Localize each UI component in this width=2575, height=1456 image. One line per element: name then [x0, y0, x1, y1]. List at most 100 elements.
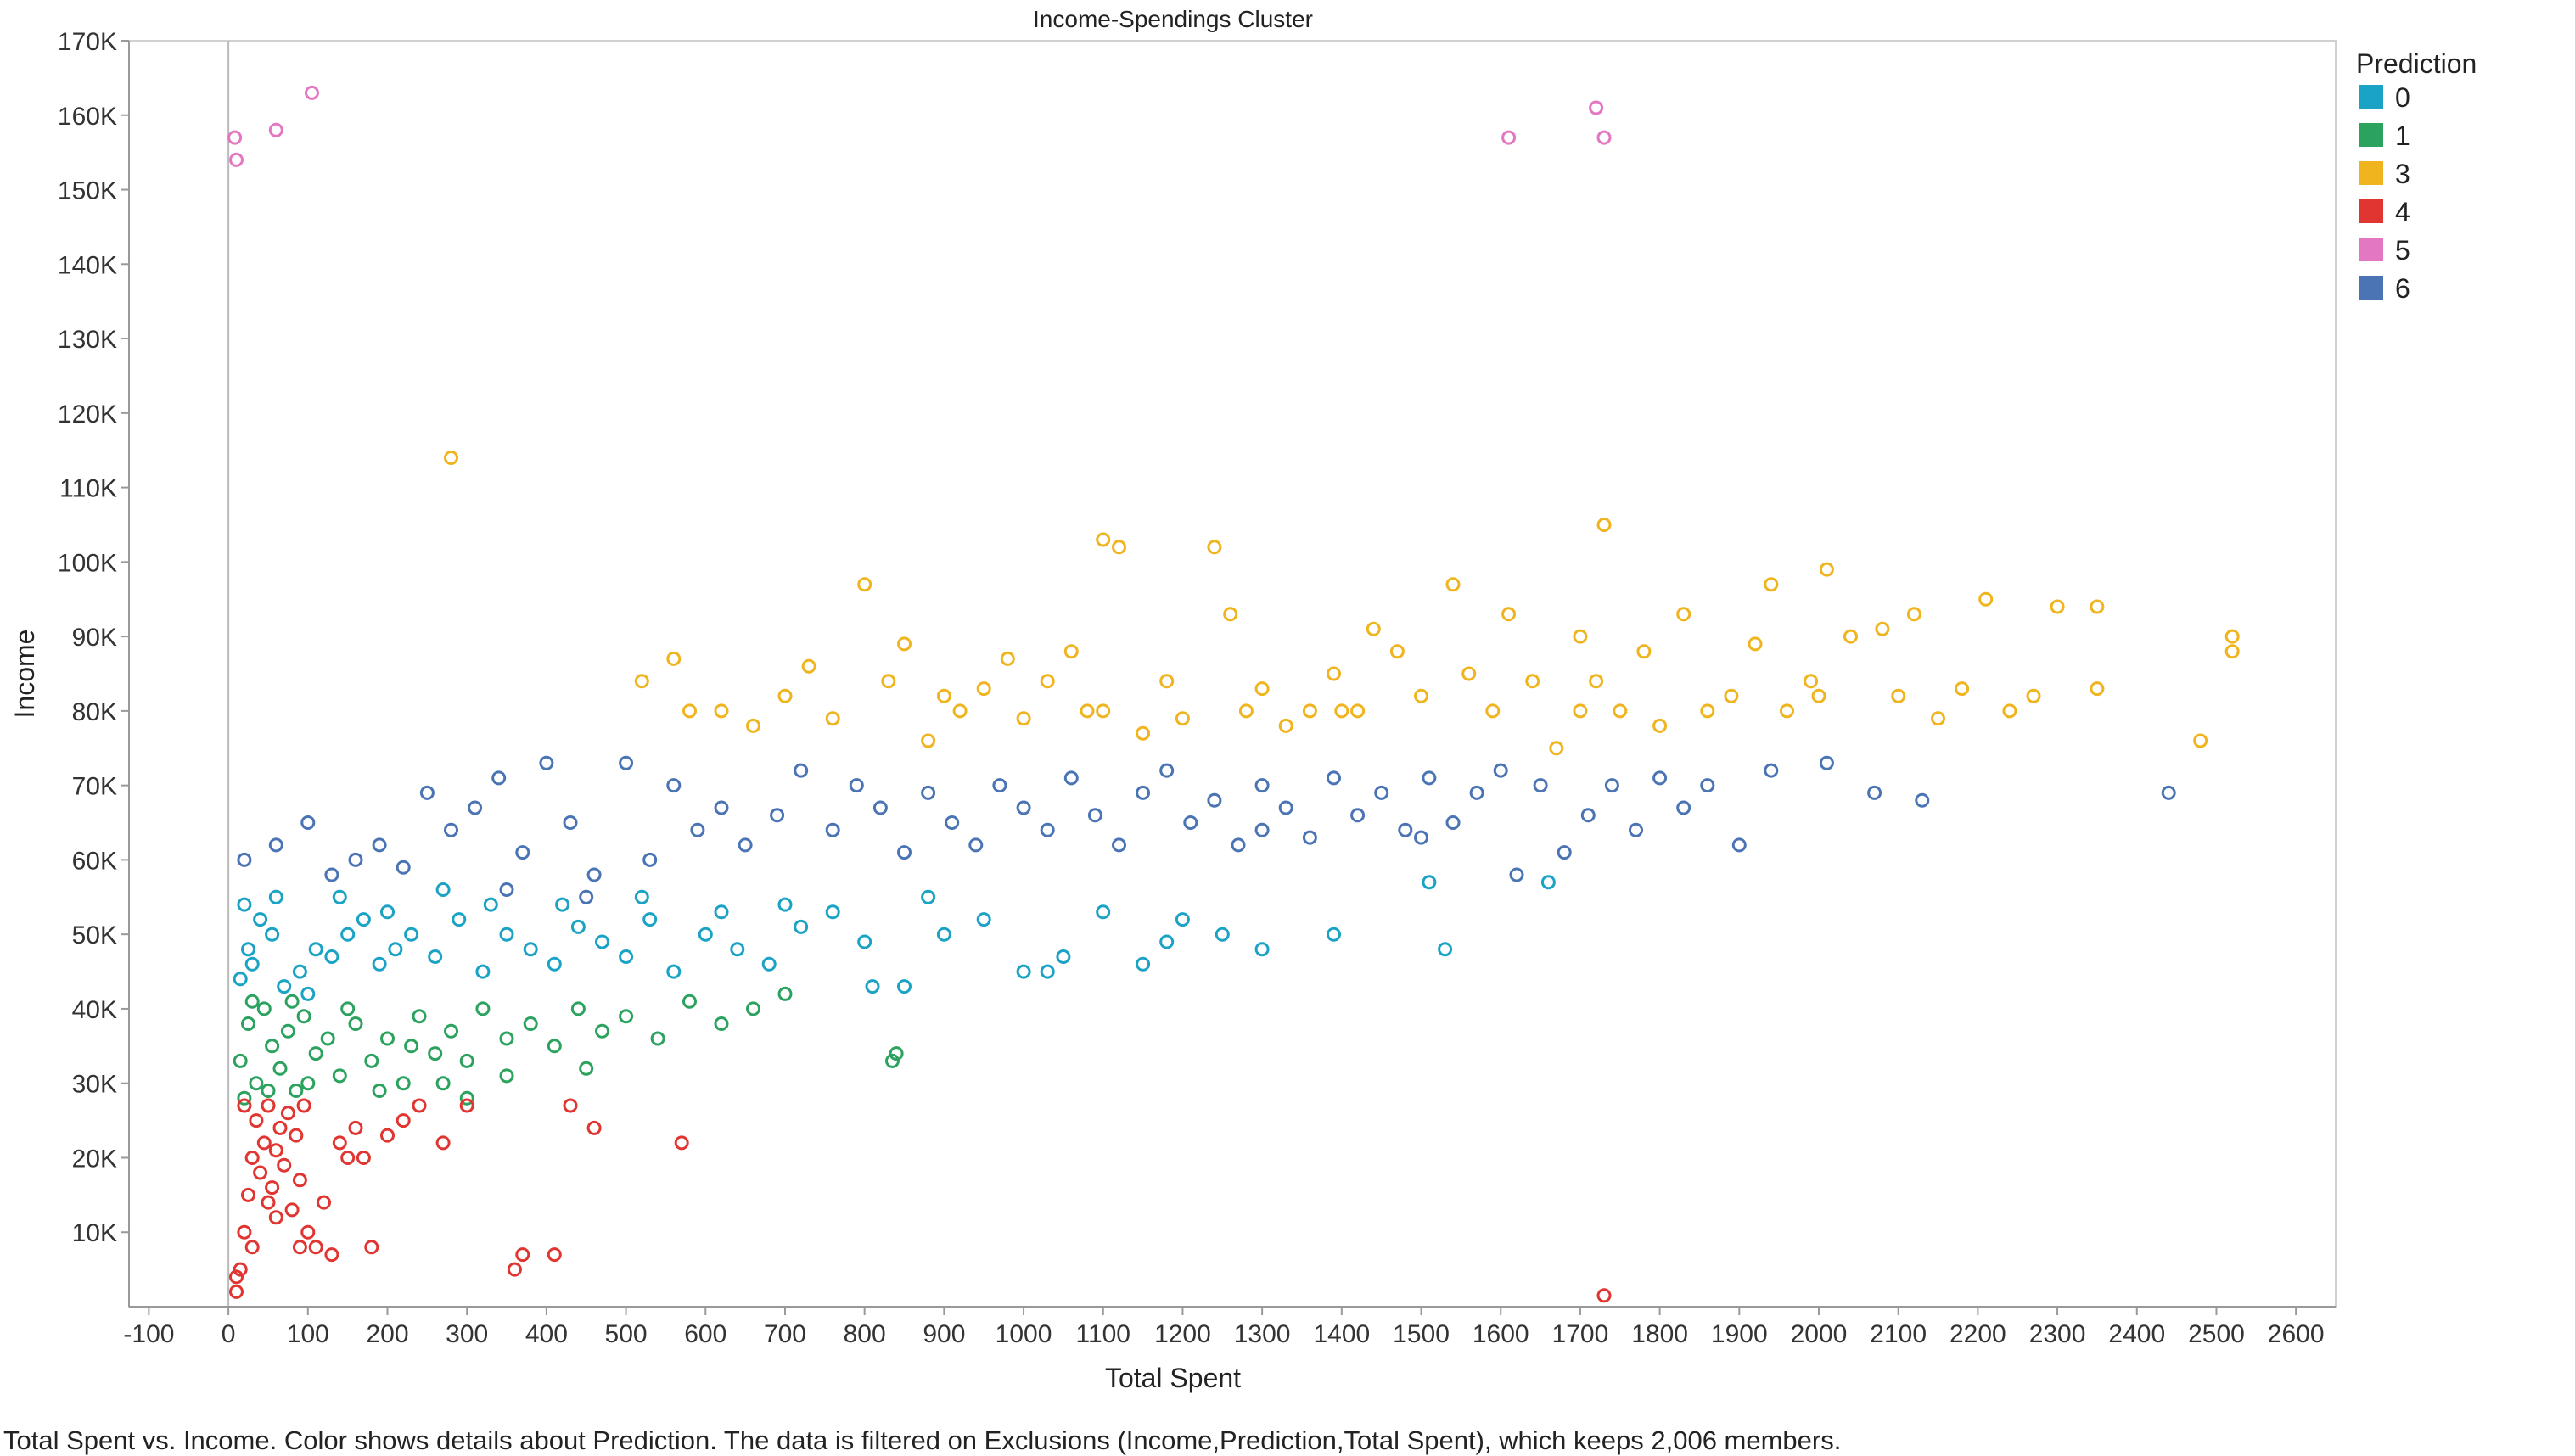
data-point[interactable] [356, 1151, 371, 1165]
data-point[interactable] [1509, 867, 1524, 882]
data-point[interactable] [499, 882, 514, 897]
data-point[interactable] [380, 1031, 395, 1046]
data-point[interactable] [1700, 703, 1715, 719]
data-point[interactable] [491, 770, 507, 786]
data-point[interactable] [1350, 808, 1366, 823]
data-point[interactable] [284, 994, 300, 1009]
data-point[interactable] [936, 927, 951, 942]
data-point[interactable] [1327, 927, 1341, 942]
data-point[interactable] [579, 1061, 594, 1076]
data-point[interactable] [1278, 718, 1293, 733]
data-point[interactable] [1159, 934, 1175, 949]
data-point[interactable] [586, 1120, 602, 1135]
data-point[interactable] [1302, 703, 1317, 719]
data-point[interactable] [1931, 711, 1945, 726]
data-point[interactable] [619, 755, 634, 770]
data-point[interactable] [682, 703, 697, 719]
data-point[interactable] [1175, 912, 1190, 927]
data-point[interactable] [1087, 808, 1102, 823]
data-point[interactable] [1238, 703, 1254, 719]
data-point[interactable] [921, 733, 936, 748]
data-point[interactable] [1207, 540, 1222, 555]
data-point[interactable] [372, 956, 387, 972]
data-point[interactable] [233, 972, 248, 987]
data-point[interactable] [265, 927, 280, 942]
data-point[interactable] [475, 964, 491, 979]
data-point[interactable] [586, 867, 602, 882]
data-point[interactable] [435, 1076, 451, 1091]
data-point[interactable] [1875, 621, 1890, 636]
data-point[interactable] [244, 994, 260, 1009]
data-point[interactable] [1573, 629, 1588, 644]
data-point[interactable] [396, 1113, 411, 1128]
data-point[interactable] [256, 1135, 272, 1151]
data-point[interactable] [452, 912, 467, 927]
data-point[interactable] [539, 755, 554, 770]
data-point[interactable] [253, 1165, 268, 1180]
data-point[interactable] [1183, 815, 1198, 830]
data-point[interactable] [1231, 837, 1246, 853]
data-point[interactable] [570, 1001, 586, 1016]
data-point[interactable] [332, 1135, 347, 1151]
data-point[interactable] [1589, 674, 1604, 689]
data-point[interactable] [547, 1247, 562, 1263]
data-point[interactable] [1652, 718, 1668, 733]
data-point[interactable] [372, 1084, 387, 1098]
data-point[interactable] [1469, 785, 1484, 800]
data-point[interactable] [1374, 785, 1389, 800]
data-point[interactable] [1676, 800, 1691, 815]
data-point[interactable] [746, 718, 760, 733]
data-point[interactable] [237, 1224, 252, 1240]
data-point[interactable] [642, 912, 658, 927]
data-point[interactable] [261, 1195, 276, 1210]
data-point[interactable] [1573, 703, 1588, 719]
data-point[interactable] [1254, 681, 1270, 697]
data-point[interactable] [1596, 1288, 1612, 1303]
data-point[interactable] [277, 979, 292, 994]
data-point[interactable] [1636, 644, 1652, 659]
data-point[interactable] [229, 152, 244, 167]
data-point[interactable] [666, 964, 682, 979]
data-point[interactable] [289, 1084, 304, 1098]
data-point[interactable] [976, 912, 991, 927]
data-point[interactable] [499, 1068, 514, 1084]
data-point[interactable] [825, 711, 840, 726]
data-point[interactable] [1596, 518, 1612, 532]
data-point[interactable] [885, 1053, 900, 1068]
data-point[interactable] [547, 956, 562, 972]
data-point[interactable] [690, 822, 705, 837]
data-point[interactable] [777, 986, 793, 1001]
data-point[interactable] [770, 808, 785, 823]
data-point[interactable] [619, 949, 634, 964]
data-point[interactable] [435, 1135, 451, 1151]
data-point[interactable] [249, 1113, 264, 1128]
data-point[interactable] [761, 956, 777, 972]
data-point[interactable] [1700, 778, 1715, 793]
data-point[interactable] [1724, 688, 1739, 703]
data-point[interactable] [237, 852, 252, 867]
data-point[interactable] [1040, 674, 1055, 689]
data-point[interactable] [1906, 607, 1921, 622]
data-point[interactable] [1175, 711, 1190, 726]
data-point[interactable] [1748, 636, 1763, 652]
data-point[interactable] [2090, 681, 2105, 697]
data-point[interactable] [364, 1053, 379, 1068]
data-point[interactable] [1136, 785, 1151, 800]
data-point[interactable] [444, 451, 458, 465]
data-point[interactable] [324, 867, 339, 882]
data-point[interactable] [300, 1076, 316, 1091]
data-point[interactable] [2193, 733, 2208, 748]
data-point[interactable] [1804, 674, 1819, 689]
data-point[interactable] [324, 1247, 339, 1263]
data-point[interactable] [595, 934, 609, 949]
data-point[interactable] [261, 1098, 276, 1113]
data-point[interactable] [738, 837, 753, 853]
data-point[interactable] [237, 897, 252, 912]
data-point[interactable] [579, 889, 594, 904]
data-point[interactable] [1366, 621, 1381, 636]
data-point[interactable] [1549, 741, 1564, 756]
data-point[interactable] [244, 1151, 260, 1165]
data-point[interactable] [595, 1023, 609, 1039]
data-point[interactable] [952, 703, 968, 719]
data-point[interactable] [2050, 599, 2065, 614]
